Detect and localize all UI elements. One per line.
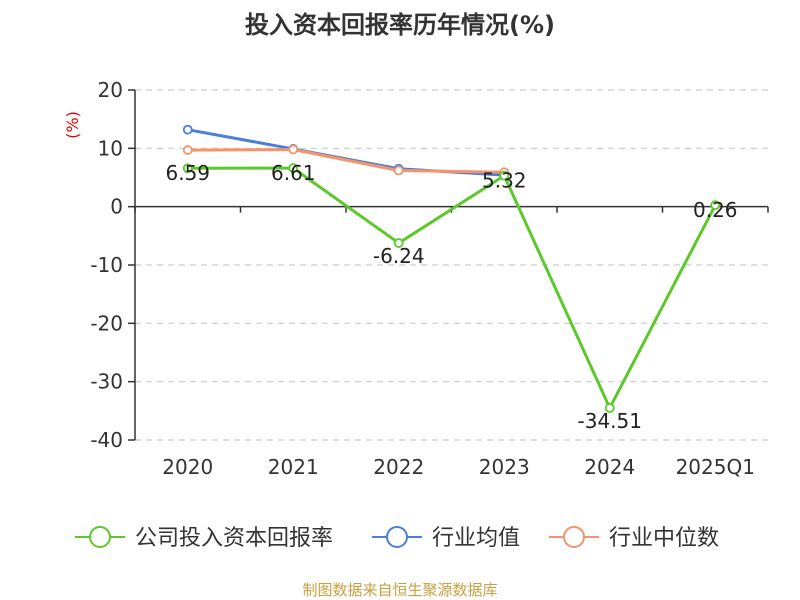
legend-marker-0 [89, 526, 111, 548]
y-tick-label: 10 [98, 136, 123, 160]
y-tick-label: -10 [90, 253, 123, 277]
series-line-2 [187, 148, 505, 174]
chart-title: 投入资本回报率历年情况(%) [245, 11, 555, 39]
legend-marker-1 [386, 526, 408, 548]
data-point-0 [604, 403, 615, 413]
source-note: 制图数据来自恒生聚源数据库 [302, 581, 497, 599]
data-point-2 [288, 144, 299, 155]
legend-marker-2 [563, 526, 585, 548]
y-tick-label: 0 [110, 195, 123, 219]
legend-label-1: 行业均值 [432, 526, 520, 551]
series-layer [182, 124, 721, 413]
data-point-0 [182, 163, 193, 174]
data-label-layer: 6.59 6.61 -6.24 5.32 -34.51 0.26 [165, 161, 737, 433]
data-label: -6.24 [373, 244, 425, 268]
data-label: -34.51 [578, 409, 642, 433]
y-tick-label: -40 [90, 428, 123, 452]
data-label: 6.59 [165, 161, 210, 185]
y-axis-label: (%) [63, 111, 82, 139]
x-tick-label: 2023 [479, 455, 530, 479]
data-point-0 [393, 238, 404, 248]
data-point-0 [499, 170, 510, 181]
legend-label-2: 行业中位数 [609, 526, 719, 551]
series-line-0 [187, 166, 717, 410]
y-tick-label: -20 [90, 311, 123, 335]
x-tick-label: 2021 [268, 455, 319, 479]
x-tick-label: 2020 [162, 455, 213, 479]
data-point-2 [182, 145, 193, 155]
data-label: 5.32 [482, 169, 527, 193]
data-point-0 [710, 200, 721, 211]
grid-layer [135, 89, 768, 441]
x-tick-label: 2025Q1 [676, 455, 755, 479]
data-label: 6.61 [271, 161, 316, 185]
x-tick-label: 2024 [584, 455, 635, 479]
legend-label-0: 公司投入资本回报率 [135, 526, 333, 551]
y-tick-label: 20 [98, 78, 123, 102]
data-label: 0.26 [693, 198, 738, 222]
x-tick-label: 2022 [373, 455, 424, 479]
data-point-0 [288, 163, 299, 174]
axis-layer: 20 10 0 -10 -20 -30 -40 2020 2021 2022 2023 2024 202… [90, 78, 769, 479]
data-point-2 [393, 165, 404, 176]
y-tick-label: -30 [90, 370, 123, 394]
legend: 公司投入资本回报率 行业均值 行业中位数 [75, 526, 719, 551]
data-point-1 [182, 124, 193, 135]
